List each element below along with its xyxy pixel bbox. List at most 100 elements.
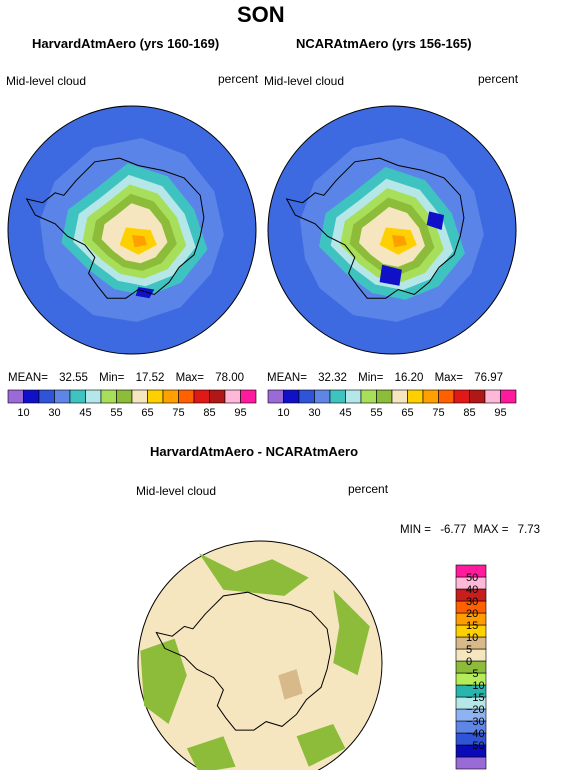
panel3-title: HarvardAtmAero - NCARAtmAero (150, 444, 359, 459)
colorbar-tick-label: −20 (466, 704, 485, 716)
panel1-units-label: percent (218, 72, 259, 86)
colorbar-swatch (484, 389, 501, 404)
cloud-20-patch-b (426, 211, 445, 230)
panel2-min-label: Min= (358, 372, 384, 384)
panel3-max: 7.73 (517, 524, 541, 536)
colorbar-tick-label: 75 (172, 407, 184, 419)
colorbar-tick-label: −5 (466, 668, 479, 680)
panel1-max: 78.00 (215, 372, 245, 384)
colorbar-swatch (455, 756, 487, 770)
panel2-mean: 32.32 (318, 372, 347, 384)
colorbar-tick-label: 30 (48, 407, 60, 419)
colorbar-swatch (455, 564, 487, 578)
diff-pos5-region (278, 669, 303, 700)
panel1-colorbar: 10 30 45 55 65 75 85 95 (7, 389, 257, 419)
colorbar-tick-label: 0 (466, 656, 472, 668)
colorbar-swatch (453, 389, 470, 404)
panel2-variable-label: Mid-level cloud (264, 74, 345, 88)
colorbar-swatch (85, 389, 102, 404)
colorbar-swatch (209, 389, 226, 404)
panel1-min: 17.52 (135, 372, 165, 384)
colorbar-swatch (38, 389, 55, 404)
colorbar-swatch (407, 389, 424, 404)
colorbar-swatch (298, 389, 315, 404)
coastline (155, 591, 332, 731)
panel3-stats: MIN = -6.77 MAX = 7.73 (400, 524, 540, 536)
panel2-max: 76.97 (474, 372, 504, 384)
panel1-mean: 32.55 (59, 372, 88, 384)
colorbar-swatch (116, 389, 133, 404)
colorbar-tick-label: 40 (466, 584, 478, 596)
cloud-75 (132, 235, 147, 248)
colorbar-swatch (162, 389, 179, 404)
colorbar-swatch (500, 389, 517, 404)
colorbar-tick-label: 85 (463, 407, 475, 419)
colorbar-tick-label: 30 (308, 407, 320, 419)
panel3-max-label: MAX = (473, 524, 509, 536)
panel2-mean-label: MEAN= (267, 372, 307, 384)
colorbar-swatch (283, 389, 300, 404)
colorbar-tick-label: 30 (466, 596, 478, 608)
colorbar-tick-label: 85 (203, 407, 215, 419)
coastline (25, 157, 205, 299)
polar-map-2 (267, 105, 517, 355)
polar-map-1 (7, 105, 257, 355)
colorbar-swatch (23, 389, 40, 404)
colorbar-swatch (438, 389, 455, 404)
colorbar-tick-label: 50 (466, 572, 478, 584)
panel1-variable-label: Mid-level cloud (6, 74, 87, 88)
panel3-variable-label: Mid-level cloud (136, 484, 217, 498)
panel1-max-label: Max= (175, 372, 205, 384)
panel2-title: NCARAtmAero (yrs 156-165) (296, 36, 472, 51)
diff-neg5-region-1 (199, 553, 309, 596)
colorbar-swatch (314, 389, 331, 404)
colorbar-tick-label: 20 (466, 608, 478, 620)
panel2-min: 16.20 (394, 372, 424, 384)
panel1-mean-label: MEAN= (8, 372, 48, 384)
colorbar-swatch (422, 389, 439, 404)
cloud-20-patch (379, 264, 402, 286)
panel1-stats: MEAN= 32.55 Min= 17.52 Max= 78.00 (8, 372, 244, 384)
panel2-colorbar: 10 30 45 55 65 75 85 95 (267, 389, 517, 419)
panel2-max-label: Max= (434, 372, 464, 384)
panel2-stats: MEAN= 32.32 Min= 16.20 Max= 76.97 (267, 372, 503, 384)
colorbar-swatch (178, 389, 195, 404)
colorbar-tick-label: −10 (466, 680, 485, 692)
colorbar-swatch (193, 389, 210, 404)
colorbar-swatch (267, 389, 284, 404)
panel3-min-label: MIN = (400, 524, 431, 536)
diff-neg5-region-2 (333, 589, 370, 676)
colorbar-swatch (131, 389, 148, 404)
colorbar-swatch (54, 389, 71, 404)
colorbar-tick-label: 45 (79, 407, 91, 419)
colorbar-swatch (360, 389, 377, 404)
colorbar-tick-label: 55 (110, 407, 122, 419)
colorbar-swatch (69, 389, 86, 404)
colorbar-tick-label: 65 (401, 407, 413, 419)
panel2-units-label: percent (478, 72, 519, 86)
diff-neg5-region-0 (140, 638, 187, 724)
colorbar-tick-label: −40 (466, 728, 485, 740)
panel1-title: HarvardAtmAero (yrs 160-169) (32, 36, 220, 51)
colorbar-tick-label: 15 (466, 620, 478, 632)
colorbar-tick-label: 10 (466, 632, 478, 644)
diff-neg5-region-3 (296, 724, 346, 767)
colorbar-swatch (7, 389, 24, 404)
colorbar-tick-label: 65 (141, 407, 153, 419)
diff-neg5-region-4 (186, 736, 236, 770)
colorbar-tick-label: 45 (339, 407, 351, 419)
colorbar-swatch (391, 389, 408, 404)
colorbar-swatch (100, 389, 117, 404)
colorbar-tick-label: 95 (234, 407, 246, 419)
colorbar-tick-label: −30 (466, 716, 485, 728)
map-disk (137, 540, 383, 770)
colorbar-tick-label: 10 (17, 407, 29, 419)
colorbar-swatch (376, 389, 393, 404)
panel3-units-label: percent (348, 482, 389, 496)
cloud-75 (392, 235, 407, 248)
colorbar-swatch (345, 389, 362, 404)
colorbar-tick-label: 5 (466, 644, 472, 656)
panel3-min: -6.77 (440, 524, 467, 536)
